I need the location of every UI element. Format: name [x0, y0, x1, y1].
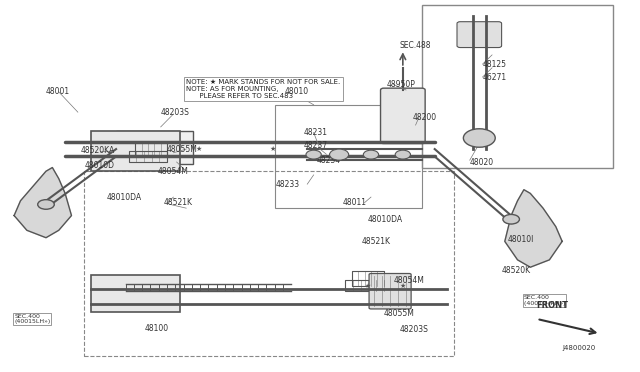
- Text: 48001: 48001: [46, 87, 70, 96]
- Text: 48234: 48234: [317, 155, 341, 165]
- Circle shape: [503, 214, 520, 224]
- Polygon shape: [505, 190, 562, 267]
- Text: 48010D: 48010D: [84, 161, 114, 170]
- Text: SEC.488: SEC.488: [400, 41, 431, 50]
- Text: 48010DA: 48010DA: [106, 193, 141, 202]
- Circle shape: [364, 150, 379, 159]
- Circle shape: [38, 200, 54, 209]
- Polygon shape: [14, 167, 72, 238]
- Text: 48054M: 48054M: [157, 167, 188, 176]
- Text: 48200: 48200: [412, 113, 436, 122]
- FancyBboxPatch shape: [457, 22, 502, 48]
- Text: 48125: 48125: [483, 60, 506, 69]
- Text: 48237: 48237: [304, 141, 328, 150]
- Text: 48520KA: 48520KA: [81, 147, 115, 155]
- Text: 48010DA: 48010DA: [368, 215, 403, 224]
- Text: 48950P: 48950P: [387, 80, 416, 89]
- FancyBboxPatch shape: [369, 273, 411, 309]
- Text: 48054M: 48054M: [394, 276, 424, 285]
- Text: ★: ★: [400, 283, 406, 289]
- FancyBboxPatch shape: [116, 131, 193, 164]
- Text: ★: ★: [196, 146, 202, 152]
- Text: 48011: 48011: [342, 198, 366, 207]
- FancyBboxPatch shape: [91, 275, 180, 311]
- FancyBboxPatch shape: [381, 88, 425, 144]
- Text: 48203S: 48203S: [161, 108, 189, 117]
- Text: 48231: 48231: [304, 128, 328, 137]
- Text: 48521K: 48521K: [362, 237, 390, 246]
- Text: SEC.400
(4001 4(RH»): SEC.400 (4001 4(RH»): [524, 295, 565, 306]
- Text: ★: ★: [365, 283, 371, 289]
- FancyBboxPatch shape: [91, 131, 180, 171]
- Text: 48203S: 48203S: [399, 325, 429, 334]
- Text: 48020: 48020: [470, 157, 494, 167]
- Text: 48521K: 48521K: [164, 198, 193, 207]
- Circle shape: [330, 149, 349, 160]
- Text: 46271: 46271: [483, 73, 507, 81]
- Text: NOTE: ★ MARK STANDS FOR NOT FOR SALE.
NOTE: AS FOR MOUNTING,
      PLEASE REFER : NOTE: ★ MARK STANDS FOR NOT FOR SALE. NO…: [186, 79, 340, 99]
- Text: 48055M: 48055M: [167, 145, 198, 154]
- Text: 48520K: 48520K: [502, 266, 531, 275]
- Text: 48100: 48100: [145, 324, 169, 333]
- Text: SEC.400
(40015LH»): SEC.400 (40015LH»): [14, 314, 51, 324]
- Circle shape: [306, 150, 321, 159]
- Text: 48010: 48010: [285, 87, 309, 96]
- Text: 48010I: 48010I: [508, 235, 534, 244]
- Text: 48233: 48233: [275, 180, 300, 189]
- Circle shape: [463, 129, 495, 147]
- Text: J4800020: J4800020: [562, 346, 595, 352]
- Text: FRONT: FRONT: [537, 301, 569, 310]
- Text: 48055M: 48055M: [384, 309, 415, 318]
- Circle shape: [395, 150, 410, 159]
- Text: ★: ★: [269, 146, 275, 152]
